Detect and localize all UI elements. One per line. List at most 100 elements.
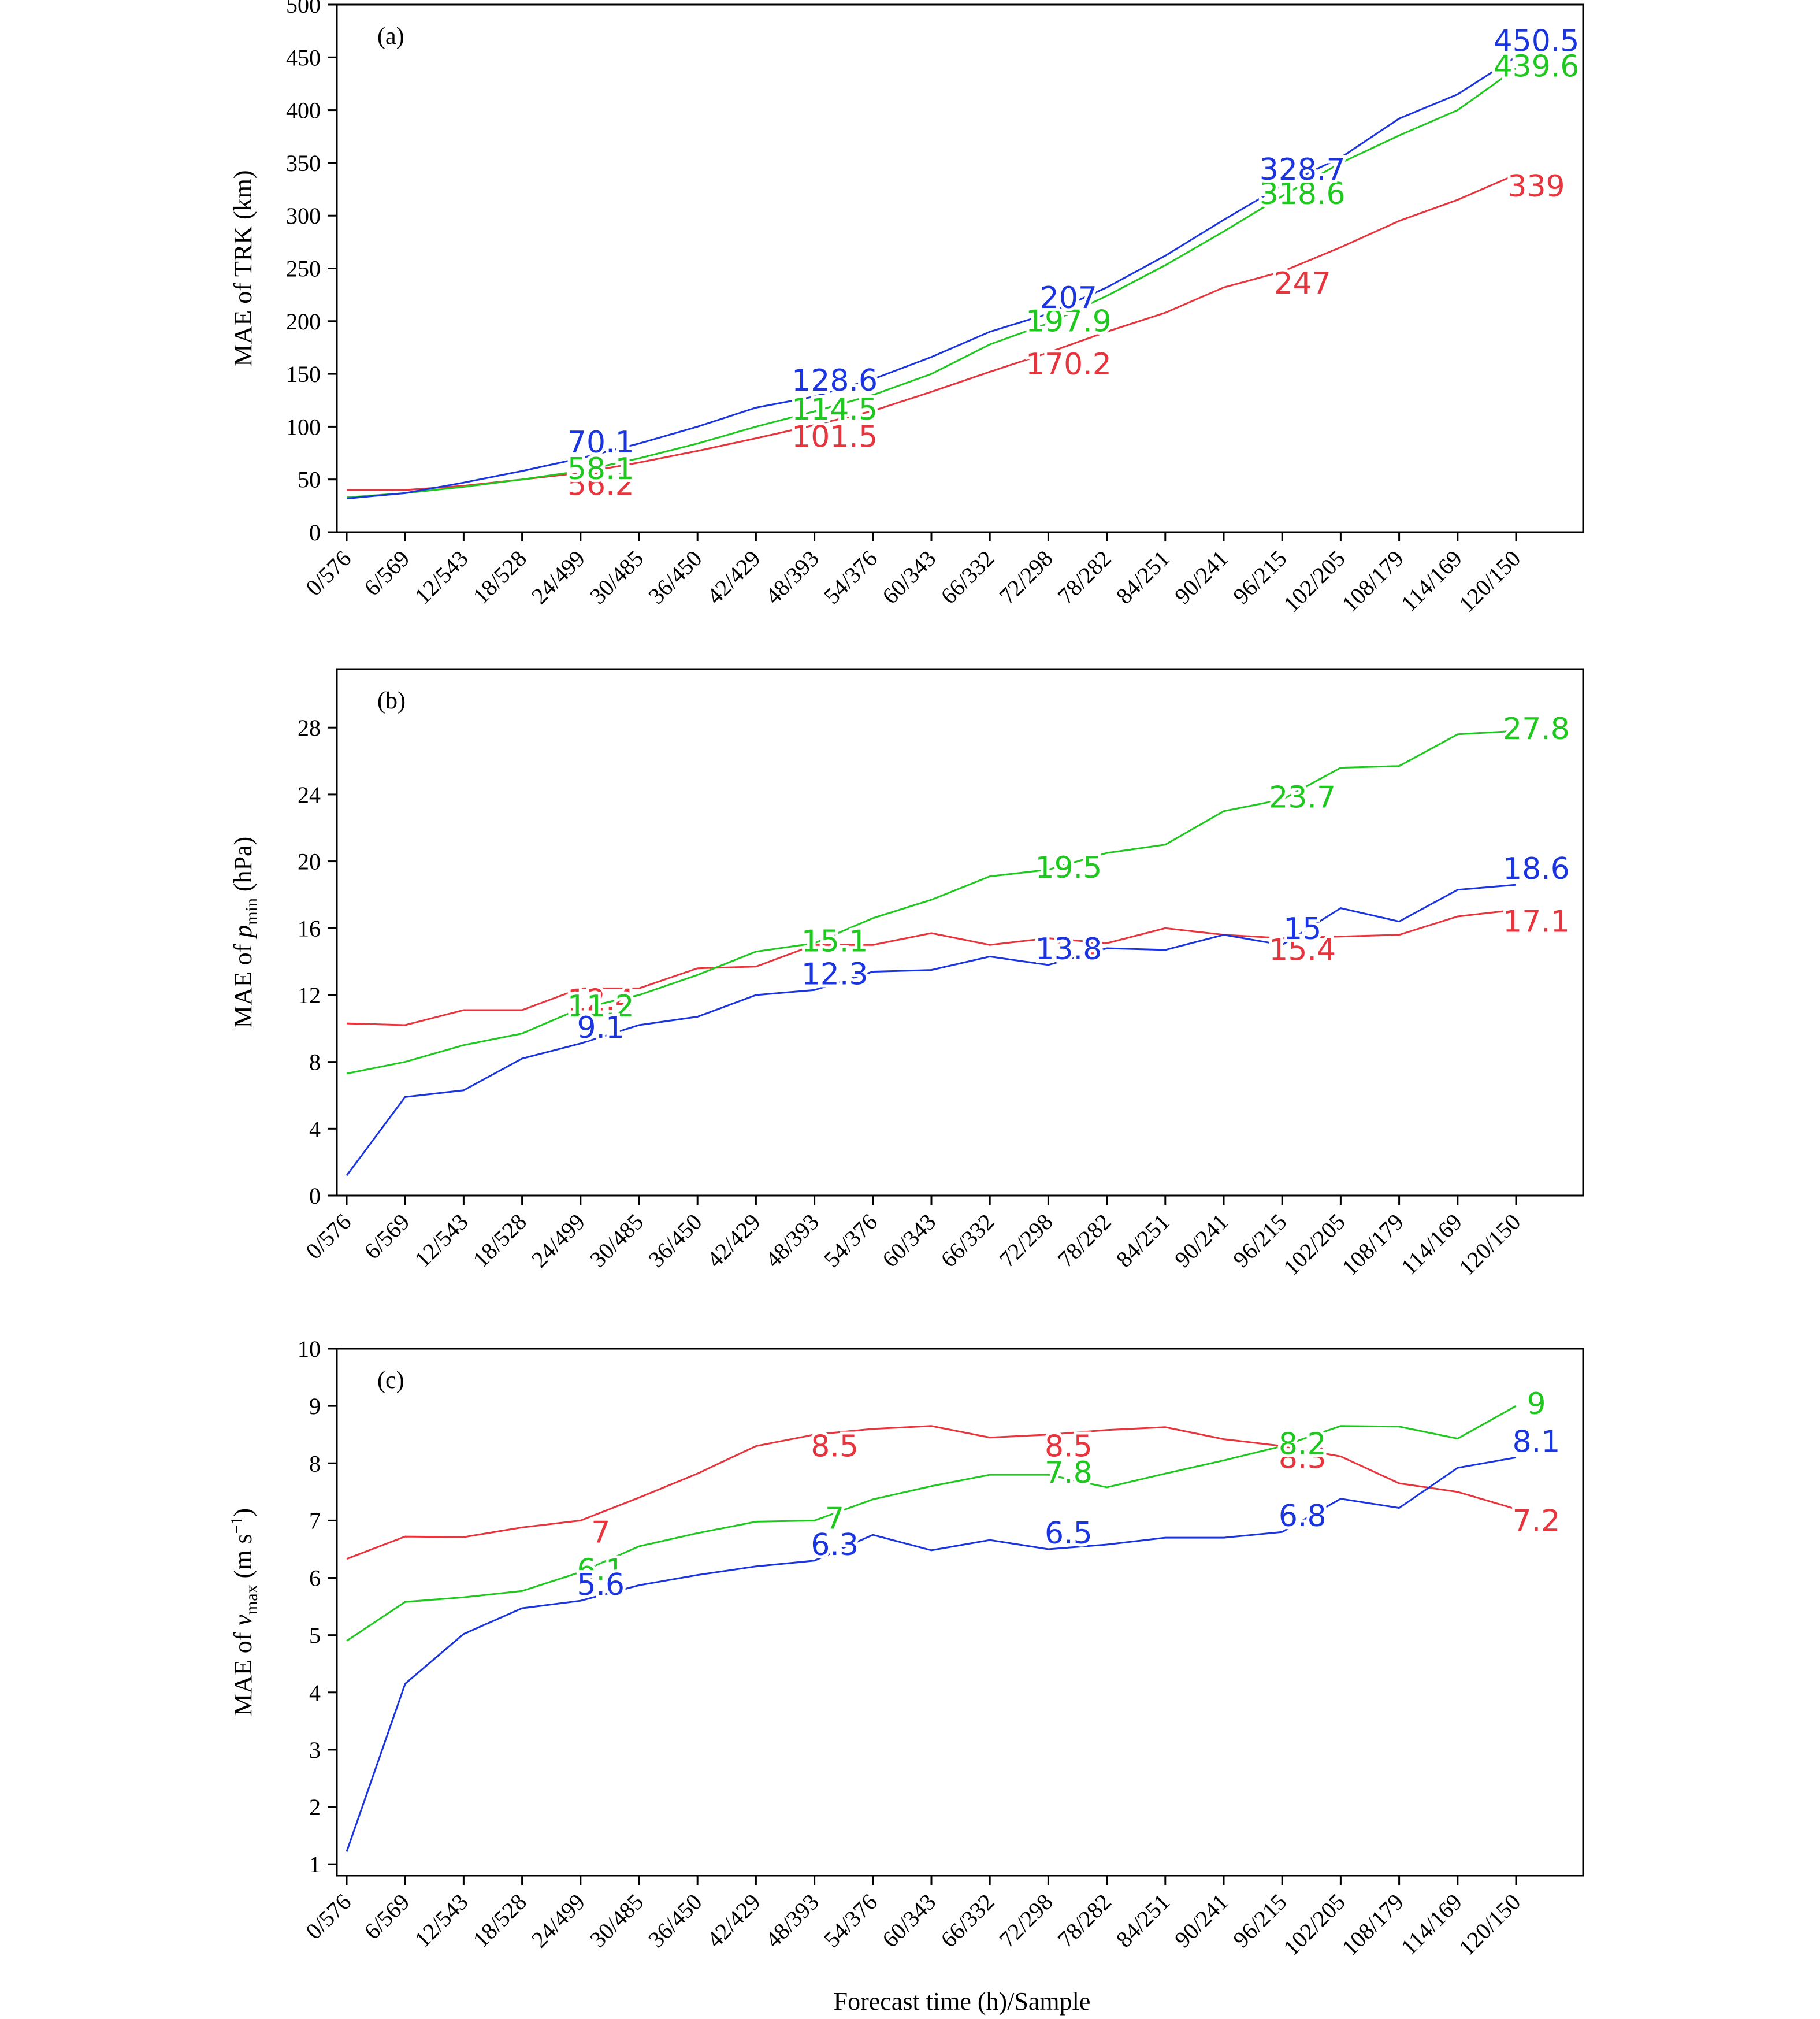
x-tick-label: 114/169: [1396, 1209, 1467, 1280]
series-line-green: [346, 68, 1517, 499]
series-line-red: [347, 173, 1517, 491]
panel-label: (c): [377, 1367, 404, 1394]
x-tick-label: 120/150: [1454, 545, 1526, 618]
x-tick-label: 78/282: [1053, 1209, 1116, 1272]
y-tick-label: 7: [309, 1508, 321, 1534]
x-tick-label: 42/429: [701, 1209, 765, 1272]
x-tick-label: 12/543: [409, 1889, 473, 1953]
data-label-blue: 13.8: [1035, 932, 1102, 967]
y-tick-label: 24: [298, 782, 321, 808]
plot-frame: [336, 668, 1584, 1197]
data-label-blue: 5.6: [577, 1568, 625, 1602]
data-label-green: 27.8: [1503, 712, 1570, 747]
x-tick-label: 66/332: [935, 545, 999, 609]
panel-label: (a): [377, 23, 404, 50]
x-tick-label: 6/569: [359, 545, 414, 601]
data-label-red: 8.5: [1045, 1430, 1093, 1464]
data-label-red: 15.4: [1035, 933, 1102, 968]
x-tick-label: 120/150: [1454, 1889, 1526, 1961]
data-label-green: 6.1: [577, 1553, 625, 1588]
x-tick-label: 78/282: [1053, 1889, 1116, 1953]
x-tick-label: 12/543: [409, 1209, 473, 1272]
data-label-green: 7.8: [1045, 1456, 1093, 1490]
data-label-blue: 128.6: [792, 363, 878, 398]
x-tick-label: 30/485: [585, 1209, 648, 1272]
data-label-blue: 8.1: [1513, 1424, 1561, 1459]
y-tick-label: 250: [286, 256, 321, 282]
x-tick-label: 42/429: [701, 545, 765, 609]
x-tick-label: 12/543: [409, 545, 473, 609]
data-label-green: 9: [1526, 1387, 1546, 1422]
data-label-red: 17.1: [1503, 904, 1570, 939]
data-label-red: 8.5: [811, 1430, 859, 1464]
x-tick-label: 66/332: [935, 1209, 999, 1272]
x-tick-label: 30/485: [585, 1889, 648, 1953]
x-tick-label: 18/528: [468, 1209, 532, 1272]
x-tick-label: 84/251: [1111, 1209, 1175, 1272]
x-tick-label: 120/150: [1454, 1209, 1526, 1281]
x-tick-label: 78/282: [1053, 545, 1116, 609]
y-axis-title: MAE of vmax (m s−1): [228, 1508, 261, 1716]
y-tick-label: 150: [286, 361, 321, 387]
x-tick-label: 36/450: [643, 1889, 707, 1953]
x-tick-label: 42/429: [701, 1889, 765, 1953]
x-tick-label: 48/393: [760, 545, 824, 609]
x-tick-label: 18/528: [468, 1889, 532, 1953]
y-tick-label: 4: [309, 1116, 321, 1142]
data-label-red: 12.4: [567, 983, 634, 1018]
series-line-blue: [346, 56, 1517, 500]
x-tick-label: 60/343: [877, 545, 941, 609]
y-tick-label: 400: [286, 98, 321, 124]
x-tick-label: 84/251: [1111, 1889, 1175, 1953]
series-line-green: [346, 730, 1517, 1075]
data-label-green: 23.7: [1269, 781, 1336, 815]
x-tick-label: 6/569: [359, 1209, 414, 1264]
data-label-red: 15.4: [1269, 933, 1336, 968]
x-axis-title: Forecast time (h)/Sample: [834, 1987, 1091, 2016]
series-line-red: [346, 909, 1517, 1026]
y-tick-label: 4: [309, 1680, 321, 1706]
panel-a: 0 50 100 150 200 250 300 350 400 450 500 0/576 6/569…: [229, 0, 1584, 618]
series-line-blue: [346, 884, 1517, 1176]
data-label-green: 197.9: [1026, 305, 1112, 339]
x-tick-label: 90/241: [1169, 1889, 1233, 1953]
data-label-red: 339: [1507, 169, 1565, 204]
x-tick-label: 54/376: [819, 1889, 882, 1953]
data-label-blue: 6.5: [1045, 1516, 1093, 1551]
y-tick-label: 28: [298, 715, 321, 741]
y-tick-label: 5: [309, 1623, 321, 1649]
y-tick-label: 3: [309, 1737, 321, 1763]
data-label-red: 8.3: [1279, 1441, 1327, 1476]
data-label-red: 101.5: [792, 420, 878, 455]
x-tick-label: 0/576: [300, 1209, 356, 1264]
data-label-green: 8.2: [1279, 1427, 1327, 1462]
x-tick-label: 114/169: [1396, 545, 1467, 617]
x-tick-label: 102/205: [1278, 545, 1350, 618]
x-tick-label: 108/179: [1336, 1889, 1409, 1961]
panel-b: 0 4 8 12 16 20 24 28 0/576 6/56912/54318/52824/49…: [229, 668, 1584, 1281]
y-tick-label: 9: [309, 1393, 321, 1419]
x-tick-label: 108/179: [1336, 1209, 1409, 1281]
x-tick-label: 0/576: [300, 1889, 356, 1944]
x-tick-label: 6/569: [359, 1889, 414, 1944]
y-tick-label: 450: [286, 44, 321, 70]
x-tick-label: 24/499: [526, 1209, 590, 1272]
x-tick-label: 114/169: [1396, 1889, 1467, 1960]
data-label-blue: 15: [1283, 912, 1321, 947]
y-tick-label: 12: [298, 982, 321, 1008]
data-label-red: 7.2: [1513, 1504, 1561, 1539]
y-tick-label: 200: [286, 309, 321, 335]
y-tick-label: 2: [309, 1794, 321, 1820]
x-tick-label: 84/251: [1111, 545, 1175, 609]
x-tick-label: 48/393: [760, 1889, 824, 1953]
y-tick-label: 0: [309, 519, 321, 545]
series-line-red: [346, 1425, 1517, 1560]
y-tick-label: 16: [298, 915, 321, 941]
y-tick-label: 8: [309, 1450, 321, 1476]
x-tick-label: 30/485: [585, 545, 648, 609]
data-label-blue: 70.1: [567, 425, 634, 460]
x-tick-label: 66/332: [935, 1889, 999, 1953]
y-tick-label: 0: [309, 1183, 321, 1209]
y-tick-label: 500: [286, 0, 321, 18]
data-label-blue: 6.8: [1279, 1499, 1327, 1534]
